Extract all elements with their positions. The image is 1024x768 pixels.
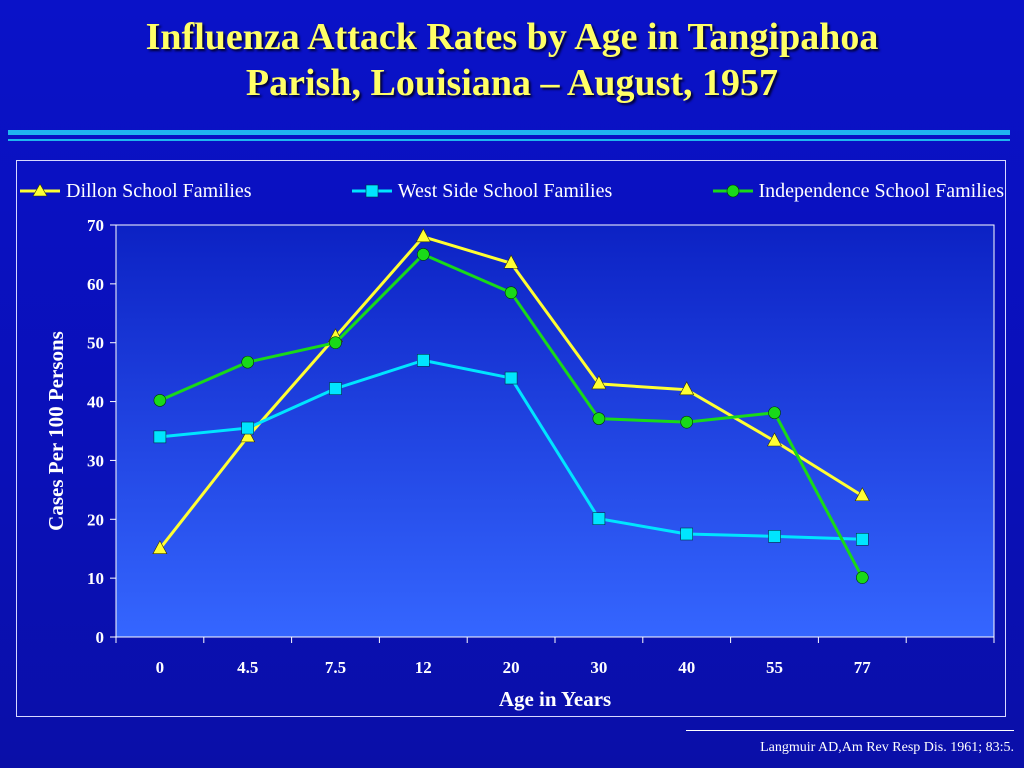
data-point-dillon [415, 228, 431, 243]
x-tick-label: 30 [590, 658, 607, 677]
data-point-independence [680, 415, 694, 429]
chart-legend: Dillon School Families West Side School … [20, 176, 1004, 206]
y-tick-label: 20 [87, 510, 104, 529]
data-point-independence [416, 248, 430, 261]
x-tick-label: 20 [503, 658, 520, 677]
legend-item-west-side: West Side School Families [351, 179, 613, 203]
x-tick-label: 0 [156, 658, 165, 677]
data-point-dillon [503, 254, 519, 269]
y-tick-label: 60 [87, 275, 104, 294]
data-point-west-side [153, 430, 167, 444]
series-west-side [153, 354, 869, 546]
x-tick-label: 7.5 [325, 658, 346, 677]
data-point-west-side [504, 371, 518, 385]
data-point-west-side [241, 421, 254, 435]
citation-divider [686, 730, 1014, 731]
y-tick-label: 30 [87, 451, 104, 470]
data-point-west-side [768, 530, 781, 543]
slide-title-line-2: Parish, Louisiana – August, 1957 [245, 62, 779, 104]
title-divider-thin [8, 139, 1010, 141]
data-point-west-side [592, 512, 606, 525]
y-tick-label: 40 [87, 393, 104, 412]
plot-area [115, 224, 995, 638]
x-tick-label: 40 [678, 658, 695, 677]
series-independence [153, 248, 869, 584]
x-tick-label: 55 [766, 658, 783, 677]
series-dillon [152, 228, 870, 555]
data-point-independence [504, 286, 518, 299]
y-axis-title: Cases Per 100 Persons [44, 331, 68, 531]
axes: 0 10 20 30 40 50 60 70 0 4.5 7.5 12 20 30 40 55 77 [87, 216, 995, 677]
data-point-dillon [591, 375, 607, 390]
slide-title: Influenza Attack Rates by Age in Tangipa… [0, 14, 1024, 106]
y-tick-label: 0 [96, 628, 105, 647]
legend-item-independence: Independence School Families [712, 179, 1005, 203]
y-tick-label: 70 [87, 216, 104, 235]
legend-label-dillon: Dillon School Families [66, 179, 252, 202]
legend-label-independence: Independence School Families [758, 179, 1005, 202]
data-point-independence [592, 412, 606, 425]
data-point-west-side [680, 527, 694, 541]
citation: Langmuir AD,Am Rev Resp Dis. 1961; 83:5. [760, 740, 1014, 755]
y-tick-label: 10 [87, 569, 104, 588]
title-divider-thick [8, 130, 1010, 135]
data-point-west-side [416, 354, 430, 367]
x-tick-label: 12 [415, 658, 432, 677]
series-layer [152, 228, 870, 584]
data-point-independence [329, 336, 342, 350]
data-point-independence [855, 571, 869, 584]
x-tick-label: 4.5 [237, 658, 258, 677]
legend-swatch-west-side [351, 184, 392, 198]
x-axis-title: Age in Years [499, 687, 611, 711]
data-point-dillon [679, 381, 695, 396]
legend-swatch-dillon [20, 183, 60, 197]
y-tick-label: 50 [87, 334, 104, 353]
x-tick-label: 77 [854, 658, 872, 677]
data-point-independence [153, 394, 167, 407]
legend-label-west-side: West Side School Families [397, 179, 613, 202]
legend-swatch-independence [712, 184, 753, 198]
data-point-dillon [240, 428, 256, 443]
data-point-independence [241, 355, 254, 369]
data-point-dillon [766, 432, 783, 447]
data-point-dillon [152, 540, 168, 555]
data-point-dillon [854, 487, 870, 502]
data-point-west-side [855, 532, 869, 546]
data-point-independence [768, 406, 781, 420]
chart-frame [16, 160, 1006, 717]
legend-item-dillon: Dillon School Families [20, 180, 252, 203]
slide-title-line-1: Influenza Attack Rates by Age in Tangipa… [145, 16, 879, 58]
data-point-west-side [329, 382, 342, 395]
